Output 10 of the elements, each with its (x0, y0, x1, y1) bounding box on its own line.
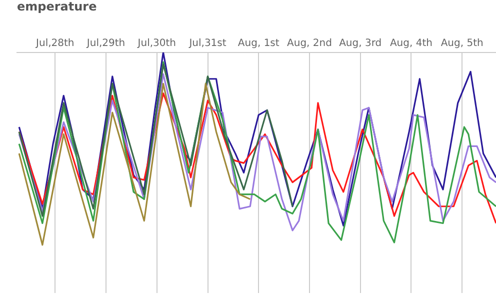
x-tick-label: Jul,31st (188, 38, 226, 49)
x-tick-label: Aug, 1st (238, 38, 280, 49)
x-tick-label: Jul,28th (35, 38, 74, 49)
x-tick-label: Jul,29th (86, 38, 126, 49)
x-tick-label: Aug, 5th (440, 38, 484, 49)
chart-title: emperature (17, 0, 97, 14)
x-tick-label: Aug, 3rd (339, 38, 382, 49)
x-tick-label: Aug, 2nd (287, 38, 332, 49)
x-tick-label: Jul,30th (136, 38, 176, 49)
x-tick-label: Aug, 4th (390, 38, 432, 49)
